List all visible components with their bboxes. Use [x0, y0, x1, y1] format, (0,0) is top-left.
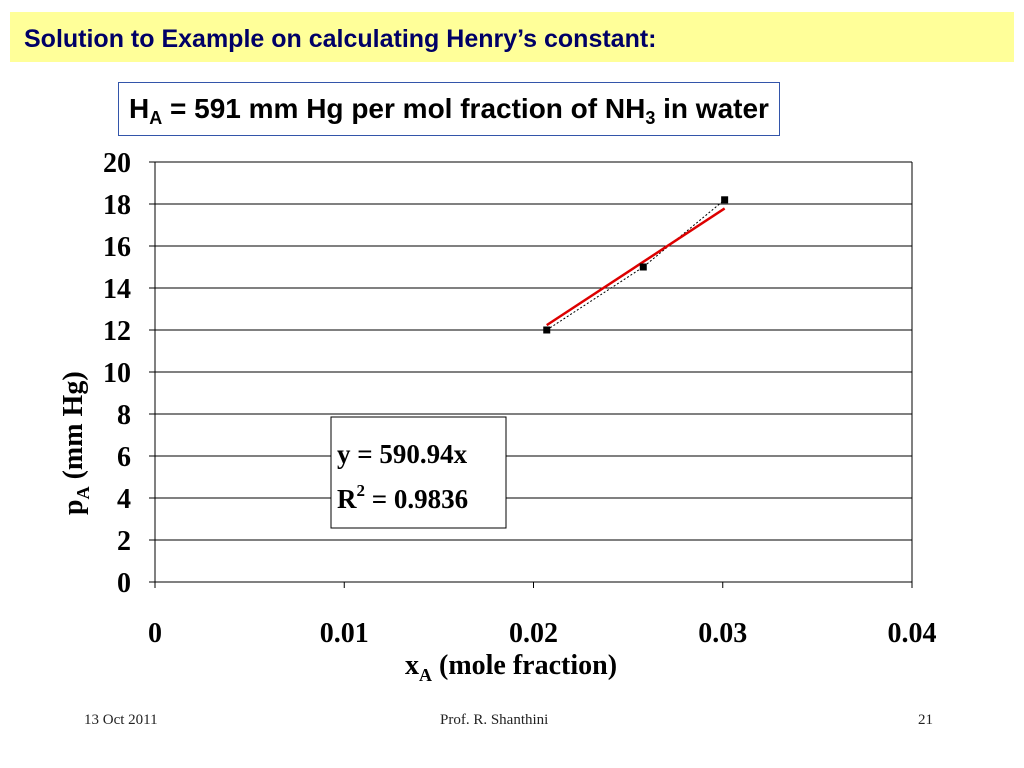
slide-title: Solution to Example on calculating Henry… [10, 12, 1014, 62]
y-tick-label: 16 [103, 232, 131, 263]
y-tick-label: 12 [103, 316, 131, 347]
r-squared-sup: 2 [357, 481, 366, 500]
axes [149, 161, 913, 588]
data-point-3 [721, 196, 729, 204]
grid-lines [155, 161, 912, 541]
y-tick-label: 2 [117, 526, 131, 557]
r-squared-r: R [337, 484, 357, 514]
data-point-2 [639, 263, 647, 271]
x-tick-label: 0.01 [320, 618, 369, 649]
y-axis-label: pA (mm Hg) [58, 371, 93, 515]
henry-text-after: in water [655, 93, 769, 124]
y-tick-label: 6 [117, 442, 131, 473]
x-tick-label: 0 [148, 618, 162, 649]
x-tick-label: 0.04 [888, 618, 937, 649]
henry-constant-result: HA = 591 mm Hg per mol fraction of NH3 i… [118, 82, 780, 136]
y-tick-label: 14 [103, 274, 131, 305]
x-axis-label-main: x [405, 650, 419, 681]
henry-nh3-subscript: 3 [645, 108, 656, 128]
trendline-equation-box: y = 590.94x R2 = 0.9836 [330, 416, 507, 529]
footer-date: 13 Oct 2011 [84, 712, 158, 728]
linear-trendline [546, 207, 726, 327]
y-tick-label: 18 [103, 190, 131, 221]
slide-title-text: Solution to Example on calculating Henry… [24, 25, 657, 53]
y-tick-label: 4 [117, 484, 131, 515]
data-series [543, 196, 729, 334]
y-tick-label: 0 [117, 568, 131, 599]
x-tick-labels: 0 0.01 0.02 0.03 0.04 [148, 618, 937, 649]
data-point-1 [543, 326, 551, 334]
x-axis-label-rest: (mole fraction) [432, 650, 617, 681]
y-tick-label: 20 [103, 148, 131, 179]
trendline-equation: y = 590.94x [337, 439, 468, 469]
x-axis-label-sub: A [419, 665, 432, 685]
data-connector-line [546, 199, 725, 331]
y-axis-label-main: p [58, 499, 89, 515]
henry-var: H [129, 93, 150, 124]
y-tick-labels: 0 2 4 6 8 10 12 14 16 18 20 [103, 148, 131, 599]
henry-text-before: = 591 mm Hg per mol fraction of NH [162, 93, 646, 124]
footer-author: Prof. R. Shanthini [440, 712, 549, 728]
equation-box-frame [330, 416, 507, 529]
y-tick-label: 10 [103, 358, 131, 389]
henry-var-subscript: A [149, 108, 163, 128]
x-axis-label: xA (mole fraction) [405, 650, 617, 685]
x-tick-label: 0.02 [509, 618, 558, 649]
r-squared-label: R2 = 0.9836 [337, 481, 468, 514]
r-squared-value: = 0.9836 [365, 484, 468, 514]
y-tick-label: 8 [117, 400, 131, 431]
y-axis-label-rest: (mm Hg) [58, 371, 89, 486]
footer-page-number: 21 [918, 712, 933, 728]
x-tick-label: 0.03 [698, 618, 747, 649]
y-axis-label-sub: A [73, 486, 93, 499]
